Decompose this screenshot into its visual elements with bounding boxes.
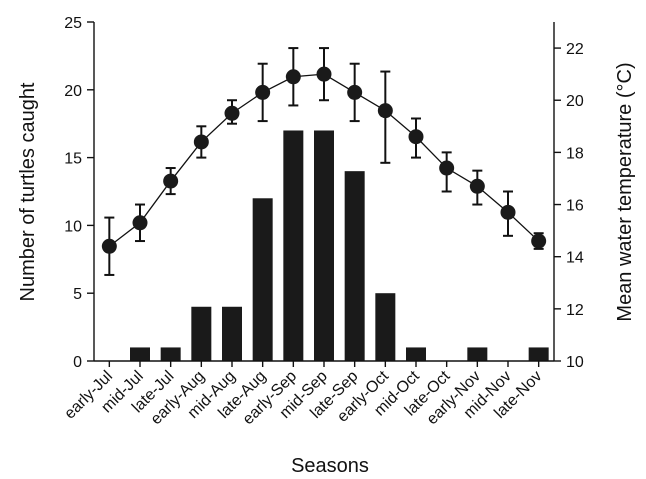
bar-mid-Jul bbox=[130, 347, 150, 361]
temperature-point-mid-Aug bbox=[224, 105, 240, 121]
bar-early-Oct bbox=[375, 293, 396, 361]
left-tick-label: 15 bbox=[64, 151, 82, 168]
right-tick-label: 10 bbox=[566, 354, 584, 371]
temperature-point-mid-Nov bbox=[500, 204, 516, 220]
x-axis-title: Seasons bbox=[291, 455, 369, 477]
right-tick-label: 12 bbox=[566, 302, 584, 319]
right-tick-label: 18 bbox=[566, 145, 584, 162]
left-tick-label: 5 bbox=[73, 286, 82, 303]
temperature-point-early-Aug bbox=[193, 134, 209, 150]
left-y-axis-title: Number of turtles caught bbox=[17, 82, 39, 301]
temperature-point-early-Nov bbox=[469, 178, 485, 194]
temperature-point-late-Aug bbox=[255, 84, 271, 100]
bar-early-Sep bbox=[283, 130, 304, 361]
right-tick-label: 14 bbox=[566, 250, 584, 267]
left-tick-label: 0 bbox=[73, 354, 82, 371]
left-y-ticks: 0 5 10 15 20 25 bbox=[64, 15, 94, 371]
bar-late-Nov bbox=[528, 347, 549, 361]
right-y-axis-title: Mean water temperature (°C) bbox=[614, 62, 636, 321]
bar-mid-Sep bbox=[314, 130, 334, 361]
bar-late-Jul bbox=[160, 347, 181, 361]
left-tick-label: 10 bbox=[64, 218, 82, 235]
temperature-point-early-Oct bbox=[377, 103, 393, 119]
bar-early-Aug bbox=[191, 306, 212, 361]
temperature-point-mid-Oct bbox=[408, 129, 424, 145]
temperature-point-early-Jul bbox=[101, 238, 117, 254]
temperature-point-mid-Sep bbox=[316, 66, 332, 82]
temperature-point-late-Sep bbox=[347, 84, 363, 100]
temperature-point-late-Jul bbox=[163, 173, 179, 189]
temperature-point-early-Sep bbox=[285, 69, 301, 85]
bar-mid-Aug bbox=[222, 306, 242, 361]
right-tick-label: 20 bbox=[566, 93, 584, 110]
bar-series bbox=[130, 130, 549, 361]
right-y-ticks: 10 12 14 16 18 20 22 bbox=[554, 41, 584, 371]
right-tick-label: 22 bbox=[566, 41, 584, 58]
temperature-point-late-Oct bbox=[439, 160, 455, 176]
right-tick-label: 16 bbox=[566, 198, 584, 215]
bar-early-Nov bbox=[467, 347, 488, 361]
left-tick-label: 20 bbox=[64, 83, 82, 100]
bar-late-Aug bbox=[252, 198, 273, 361]
x-ticks: early-Julmid-Jullate-Julearly-Augmid-Aug… bbox=[61, 361, 545, 428]
bar-late-Sep bbox=[344, 171, 365, 361]
temperature-point-late-Nov bbox=[531, 233, 547, 249]
temperature-point-mid-Jul bbox=[132, 215, 148, 231]
temperature-series bbox=[101, 47, 547, 276]
left-tick-label: 25 bbox=[64, 15, 82, 32]
bar-mid-Oct bbox=[406, 347, 426, 361]
